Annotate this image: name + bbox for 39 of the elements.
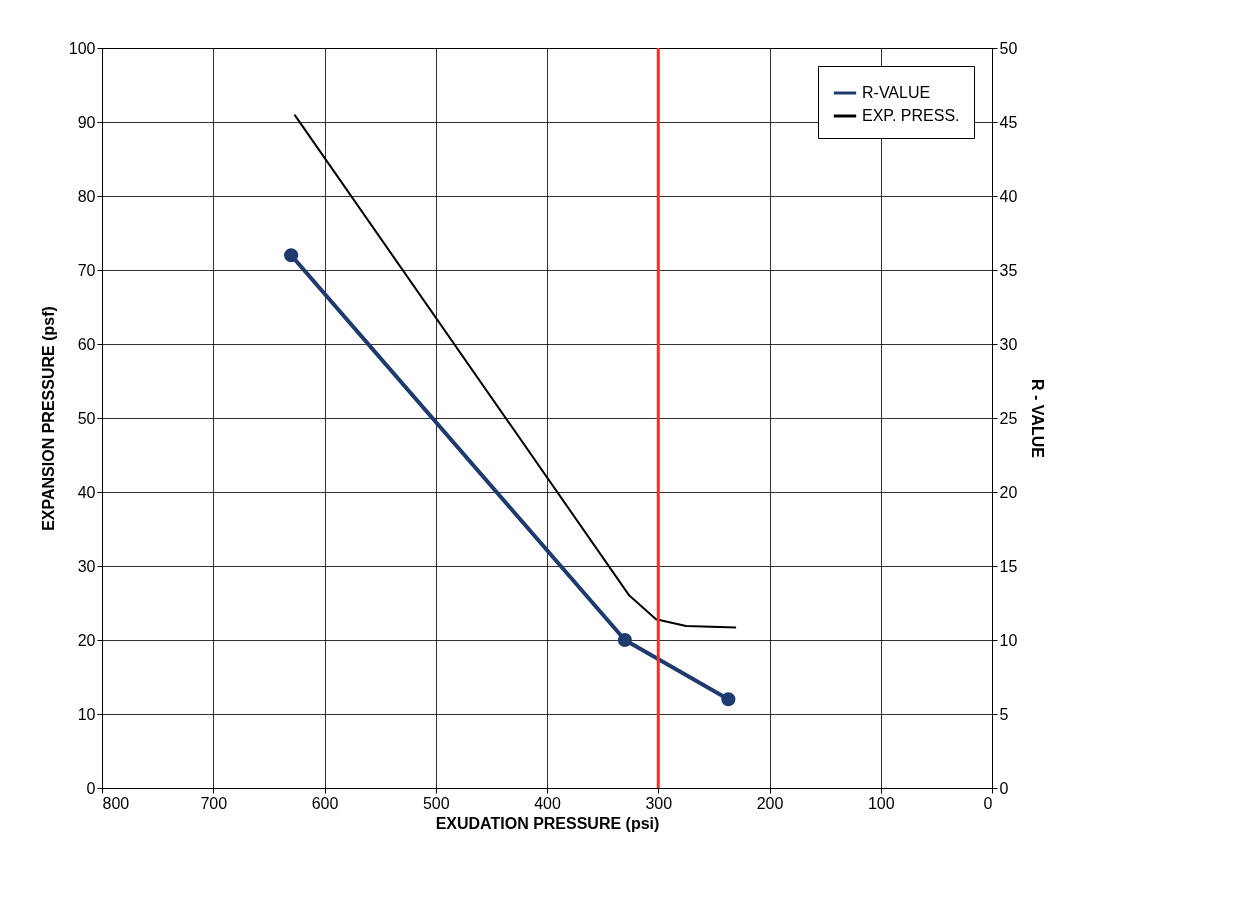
y2-tick-label: 35 [999, 261, 1018, 279]
y2-tick-label: 25 [999, 409, 1018, 427]
y2-tick-label: 5 [999, 705, 1009, 723]
y2-tick-label: 30 [999, 335, 1018, 353]
x-tick-label: 100 [867, 794, 895, 812]
y-tick-label: 90 [77, 113, 96, 131]
y2-tick-label: 40 [999, 187, 1018, 205]
y-tick-label: 60 [77, 335, 96, 353]
legend-label: EXP. PRESS. [862, 107, 960, 124]
x-tick-label: 0 [983, 794, 993, 812]
y2-axis-title: R - VALUE [1029, 379, 1047, 459]
legend-label: R-VALUE [862, 84, 931, 101]
y-tick-label: 70 [77, 261, 96, 279]
y-tick-label: 40 [77, 483, 96, 501]
x-axis-title: EXUDATION PRESSURE (psi) [435, 814, 660, 832]
x-tick-label: 700 [200, 794, 228, 812]
point [284, 248, 299, 263]
x-tick-label: 800 [102, 794, 130, 812]
y-tick-label: 10 [77, 705, 96, 723]
y2-tick-label: 0 [999, 779, 1009, 797]
x-tick-label: 200 [756, 794, 784, 812]
y-tick-label: 20 [77, 631, 96, 649]
y-axis-title: EXPANSION PRESSURE (psf) [39, 306, 57, 531]
y2-tick-label: 45 [999, 113, 1018, 131]
point [617, 632, 632, 648]
y-tick-label: 30 [77, 557, 96, 575]
y-tick-label: 80 [77, 187, 96, 205]
x-tick-label: 300 [645, 794, 673, 812]
y-tick-label: 100 [68, 39, 96, 57]
x-tick-label: 400 [534, 794, 561, 812]
y-tick-label: 50 [77, 409, 96, 427]
y2-tick-label: 10 [999, 631, 1018, 649]
x-tick-label: 600 [311, 794, 339, 812]
y2-tick-label: 50 [999, 39, 1018, 57]
y2-tick-label: 15 [999, 557, 1018, 575]
y2-tick-label: 20 [999, 483, 1018, 501]
point [721, 692, 736, 707]
x-tick-label: 500 [422, 794, 450, 812]
y-tick-label: 0 [86, 779, 96, 797]
